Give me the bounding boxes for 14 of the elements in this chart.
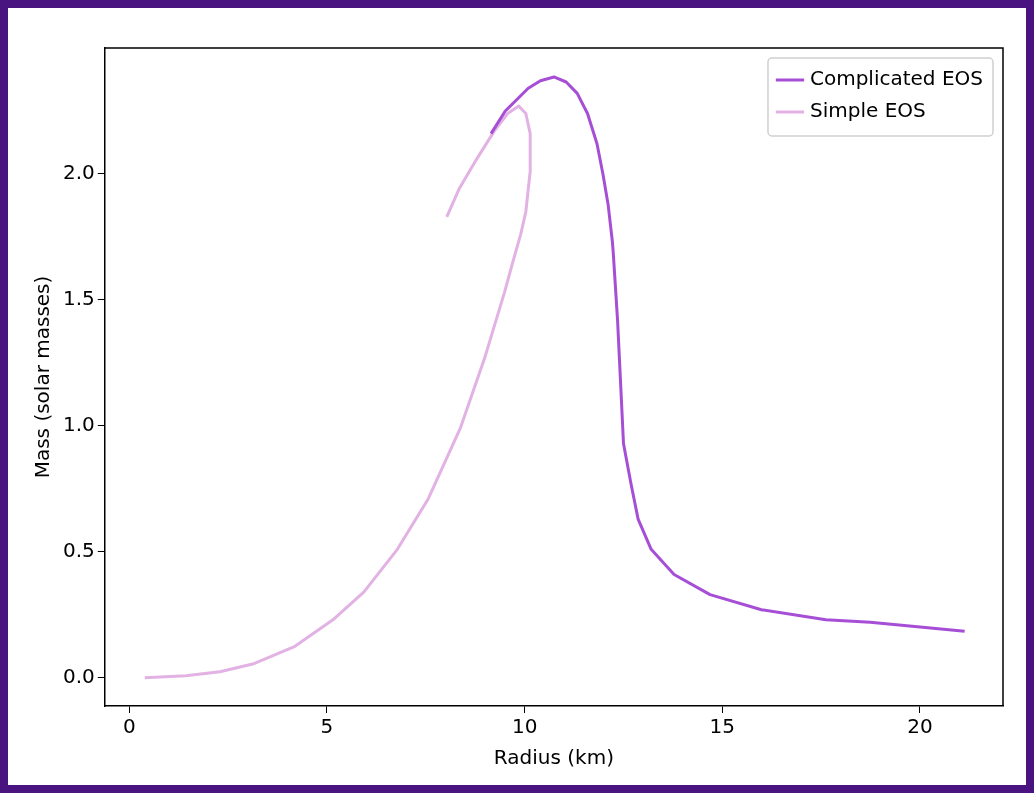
x-axis-title: Radius (km) (493, 745, 614, 770)
y-tick-label: 1.5 (62, 286, 95, 311)
legend-label: Complicated EOS (809, 66, 984, 91)
x-tick-label: 0 (122, 714, 136, 739)
x-tick-label: 10 (511, 714, 538, 739)
y-tick-label: 0.0 (62, 663, 95, 688)
x-tick-label: 20 (907, 714, 933, 739)
x-tick-label: 5 (320, 714, 334, 739)
y-tick-label: 0.5 (62, 538, 95, 563)
y-tick-label: 2.0 (62, 160, 95, 185)
legend-label: Simple EOS (809, 98, 926, 123)
y-tick-label: 1.0 (62, 412, 95, 437)
y-axis-title: Mass (solar masses) (30, 275, 55, 479)
x-tick-label: 15 (709, 714, 736, 739)
